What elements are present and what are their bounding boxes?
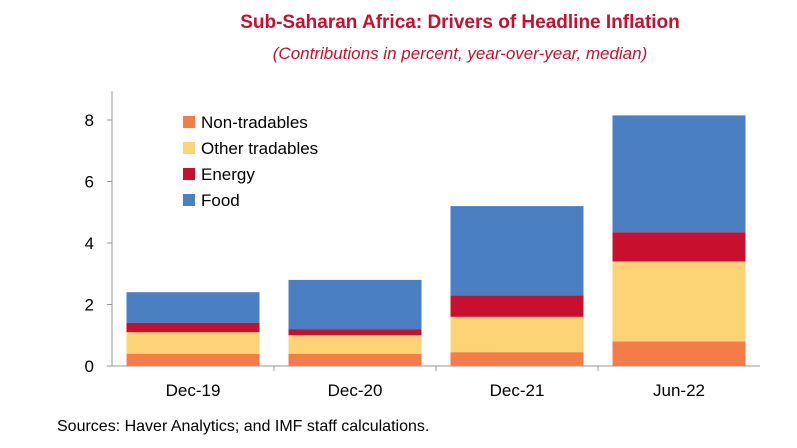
bar-segment-other-tradables xyxy=(288,335,422,354)
x-tick-label: Dec-21 xyxy=(490,381,545,400)
bar-segment-non-tradables xyxy=(126,353,260,366)
y-tick-label: 0 xyxy=(85,357,94,376)
legend-label: Other tradables xyxy=(201,139,318,158)
bar-segment-other-tradables xyxy=(126,332,260,354)
legend-swatch xyxy=(183,142,195,154)
bar-segment-food xyxy=(126,292,260,323)
bar-segment-energy xyxy=(612,232,746,262)
legend-label: Energy xyxy=(201,165,255,184)
x-tick-label: Dec-20 xyxy=(328,381,383,400)
legend-label: Non-tradables xyxy=(201,113,308,132)
legend-swatch xyxy=(183,194,195,206)
legend-swatch xyxy=(183,168,195,180)
source-note: Sources: Haver Analytics; and IMF staff … xyxy=(57,418,430,435)
bar-segment-non-tradables xyxy=(450,352,584,366)
bar-segment-food xyxy=(450,206,584,296)
chart-title: Sub-Saharan Africa: Drivers of Headline … xyxy=(240,12,680,33)
y-tick-label: 8 xyxy=(85,111,94,130)
bar-segment-energy xyxy=(126,322,260,333)
bar-segment-energy xyxy=(288,329,422,336)
bar-segment-non-tradables xyxy=(288,353,422,366)
bar-segment-food xyxy=(612,115,746,233)
legend-label: Food xyxy=(201,191,240,210)
legend-swatch xyxy=(183,116,195,128)
y-tick-label: 4 xyxy=(85,234,94,253)
y-tick-label: 2 xyxy=(85,296,94,315)
chart-subtitle: (Contributions in percent, year-over-yea… xyxy=(272,44,648,63)
bar-segment-food xyxy=(288,279,422,330)
bar-segment-non-tradables xyxy=(612,341,746,366)
y-tick-label: 6 xyxy=(85,173,94,192)
x-tick-label: Jun-22 xyxy=(653,381,705,400)
bar-segment-energy xyxy=(450,295,584,317)
x-tick-label: Dec-19 xyxy=(166,381,221,400)
bar-segment-other-tradables xyxy=(450,316,584,353)
bar-segment-other-tradables xyxy=(612,261,746,342)
